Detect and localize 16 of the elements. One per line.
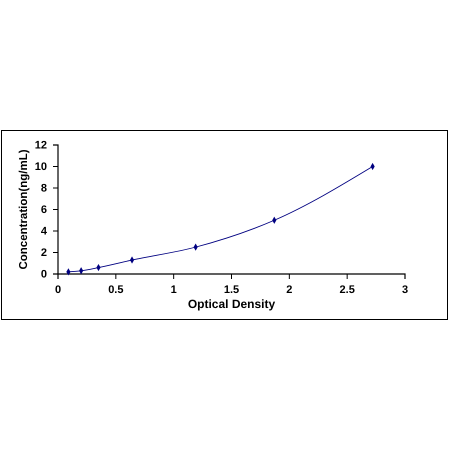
x-tick-label: 2 — [286, 284, 292, 296]
x-tick-label: 1 — [170, 284, 177, 296]
x-tick-label: 3 — [402, 284, 408, 296]
y-tick-label: 12 — [34, 140, 47, 152]
y-tick-label: 4 — [40, 226, 48, 238]
x-axis-title: Optical Density — [188, 297, 276, 311]
y-tick-label: 2 — [40, 247, 47, 260]
y-tick-label: 6 — [40, 204, 47, 216]
y-axis-title: Concentration(ng/mL) — [18, 149, 30, 270]
y-tick-label: 10 — [34, 161, 47, 174]
y-tick-label: 0 — [40, 268, 47, 281]
x-tick-label: 0 — [54, 284, 62, 296]
y-tick-label: 8 — [40, 182, 47, 195]
x-tick-label: 2.5 — [340, 284, 355, 296]
x-tick-label: 1.5 — [224, 284, 240, 296]
x-tick-label: 0.5 — [108, 284, 124, 296]
